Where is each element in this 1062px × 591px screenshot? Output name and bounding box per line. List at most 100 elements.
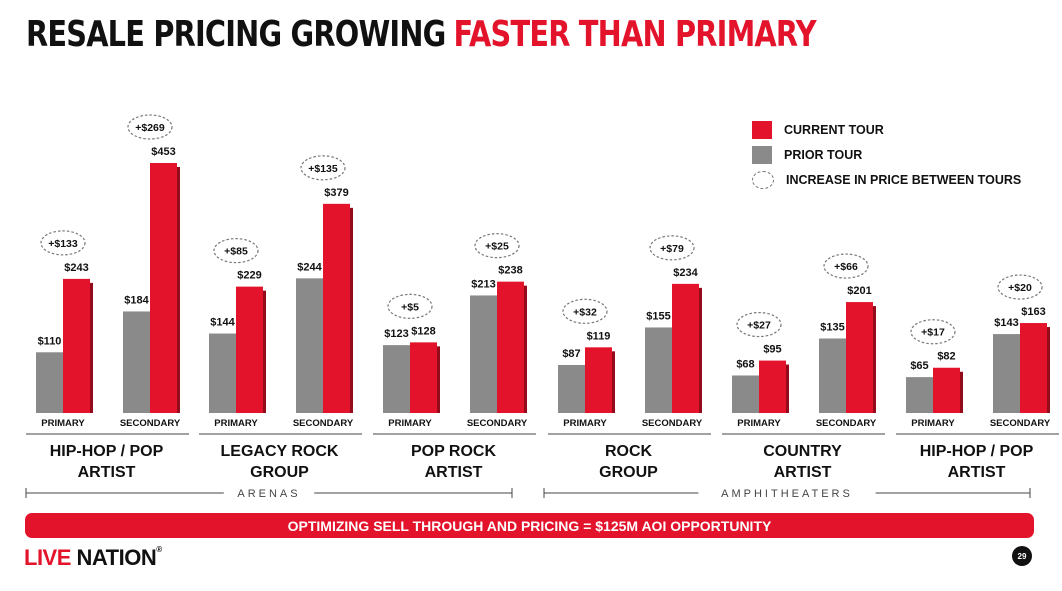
bar-current-secondary-2 (497, 281, 524, 413)
value-label-prior-secondary-1: $244 (297, 261, 322, 273)
increase-label-secondary-2: +$25 (485, 241, 509, 253)
value-label-current-secondary-2: $238 (498, 265, 522, 277)
increase-label-primary-2: +$5 (401, 301, 419, 313)
pair-label-primary-1: PRIMARY (214, 418, 258, 429)
bar-current-primary-0 (63, 278, 90, 413)
value-label-current-secondary-1: $379 (324, 187, 348, 199)
increase-bubble-primary-4 (736, 311, 782, 338)
increase-label-primary-0: +$133 (48, 238, 78, 250)
value-label-current-primary-2: $128 (411, 325, 435, 337)
legend-swatch-current (752, 121, 772, 139)
value-label-current-secondary-3: $234 (673, 267, 698, 279)
value-label-prior-primary-2: $123 (384, 328, 408, 340)
bar-prior-secondary-3 (645, 327, 672, 413)
bar-current-primary-4-side (785, 364, 789, 413)
bar-current-secondary-4-side (872, 306, 876, 413)
value-label-prior-primary-0: $110 (38, 335, 62, 347)
pair-label-secondary-5: SECONDARY (990, 418, 1051, 429)
bar-prior-secondary-0 (123, 311, 150, 413)
bar-prior-secondary-1 (296, 278, 323, 413)
bar-prior-secondary-5 (993, 334, 1020, 413)
value-label-prior-primary-4: $68 (736, 358, 754, 370)
increase-label-primary-3: +$32 (573, 306, 597, 318)
value-label-prior-secondary-0: $184 (124, 294, 149, 306)
increase-bubble-primary-2 (387, 293, 433, 319)
bar-prior-secondary-4 (819, 338, 846, 413)
bar-current-secondary-2-side (523, 285, 527, 413)
increase-bubble-secondary-0 (127, 114, 173, 140)
bar-current-secondary-5-side (1046, 327, 1050, 413)
increase-label-secondary-4: +$66 (834, 261, 858, 273)
bar-current-primary-5-side (959, 371, 963, 413)
legend-item-prior: PRIOR TOUR (752, 143, 1021, 167)
bar-current-secondary-0 (150, 163, 177, 413)
bar-prior-primary-4 (732, 375, 759, 413)
pair-label-secondary-2: SECONDARY (467, 418, 528, 429)
bar-prior-secondary-2 (470, 295, 497, 413)
value-label-current-primary-5: $82 (937, 351, 955, 363)
pair-label-primary-3: PRIMARY (563, 418, 607, 429)
legend-swatch-increase (752, 171, 774, 189)
bar-current-primary-3-side (611, 351, 615, 413)
pair-label-primary-2: PRIMARY (388, 418, 432, 429)
value-label-prior-primary-5: $65 (910, 360, 928, 372)
legend-label-current: CURRENT TOUR (784, 123, 884, 137)
legend-item-increase: INCREASE IN PRICE BETWEEN TOURS (752, 168, 1021, 192)
value-label-current-primary-3: $119 (587, 330, 611, 342)
increase-bubble-primary-1 (213, 238, 259, 264)
live-nation-logo: LIVE NATION® (24, 545, 162, 571)
increase-label-secondary-5: +$20 (1008, 282, 1032, 294)
bar-current-primary-2 (410, 342, 437, 413)
page-title: RESALE PRICING GROWING FASTER THAN PRIMAR… (26, 14, 817, 55)
value-label-current-secondary-5: $163 (1021, 306, 1045, 318)
pair-label-secondary-4: SECONDARY (816, 418, 877, 429)
bar-current-secondary-1-side (349, 207, 353, 413)
bar-prior-primary-2 (383, 345, 410, 413)
bar-current-secondary-0-side (176, 167, 180, 413)
legend-label-increase: INCREASE IN PRICE BETWEEN TOURS (786, 173, 1022, 187)
value-label-prior-secondary-4: $135 (820, 321, 844, 333)
value-label-prior-secondary-2: $213 (471, 278, 495, 290)
category-label-4-0: COUNTRY (763, 443, 842, 460)
section-label-1: AMPHITHEATERS (721, 488, 853, 500)
category-label-4-1: ARTIST (774, 464, 832, 481)
value-label-current-primary-1: $229 (237, 270, 261, 282)
bar-current-primary-4 (759, 360, 786, 413)
increase-label-primary-1: +$85 (224, 246, 248, 258)
increase-bubble-secondary-1 (300, 155, 346, 181)
bar-prior-primary-0 (36, 352, 63, 413)
pair-label-primary-0: PRIMARY (41, 418, 85, 429)
value-label-current-primary-4: $95 (763, 344, 781, 356)
bar-current-primary-1-side (262, 290, 266, 413)
bar-current-primary-0-side (89, 282, 93, 413)
increase-bubble-primary-0 (40, 230, 86, 256)
value-label-prior-primary-1: $144 (210, 317, 235, 329)
category-label-0-0: HIP-HOP / POP (50, 443, 164, 460)
pair-label-secondary-3: SECONDARY (642, 418, 703, 429)
category-label-2-0: POP ROCK (411, 443, 497, 460)
category-label-0-1: ARTIST (78, 464, 136, 481)
bar-prior-primary-3 (558, 364, 585, 413)
increase-label-primary-4: +$27 (747, 320, 771, 332)
value-label-current-primary-0: $243 (64, 262, 88, 274)
opportunity-banner: OPTIMIZING SELL THROUGH AND PRICING = $1… (25, 513, 1034, 538)
bar-current-secondary-3-side (698, 287, 702, 413)
bar-prior-primary-1 (209, 333, 236, 413)
bar-current-primary-5 (933, 367, 960, 413)
bar-current-primary-2-side (436, 346, 440, 413)
increase-bubble-secondary-4 (823, 253, 869, 279)
value-label-current-secondary-4: $201 (847, 285, 871, 297)
value-label-prior-primary-3: $87 (562, 348, 580, 360)
legend-item-current: CURRENT TOUR (752, 118, 1021, 142)
category-label-1-1: GROUP (250, 464, 309, 481)
category-label-2-1: ARTIST (425, 464, 483, 481)
increase-bubble-primary-3 (562, 298, 608, 324)
pair-label-secondary-0: SECONDARY (120, 418, 181, 429)
pair-label-primary-5: PRIMARY (911, 418, 955, 429)
chart-legend: CURRENT TOUR PRIOR TOUR INCREASE IN PRIC… (752, 118, 1021, 193)
legend-swatch-prior (752, 146, 772, 164)
title-part-red: FASTER THAN PRIMARY (453, 14, 816, 55)
logo-live-text: LIVE (24, 545, 71, 570)
bar-current-secondary-3 (672, 283, 699, 413)
